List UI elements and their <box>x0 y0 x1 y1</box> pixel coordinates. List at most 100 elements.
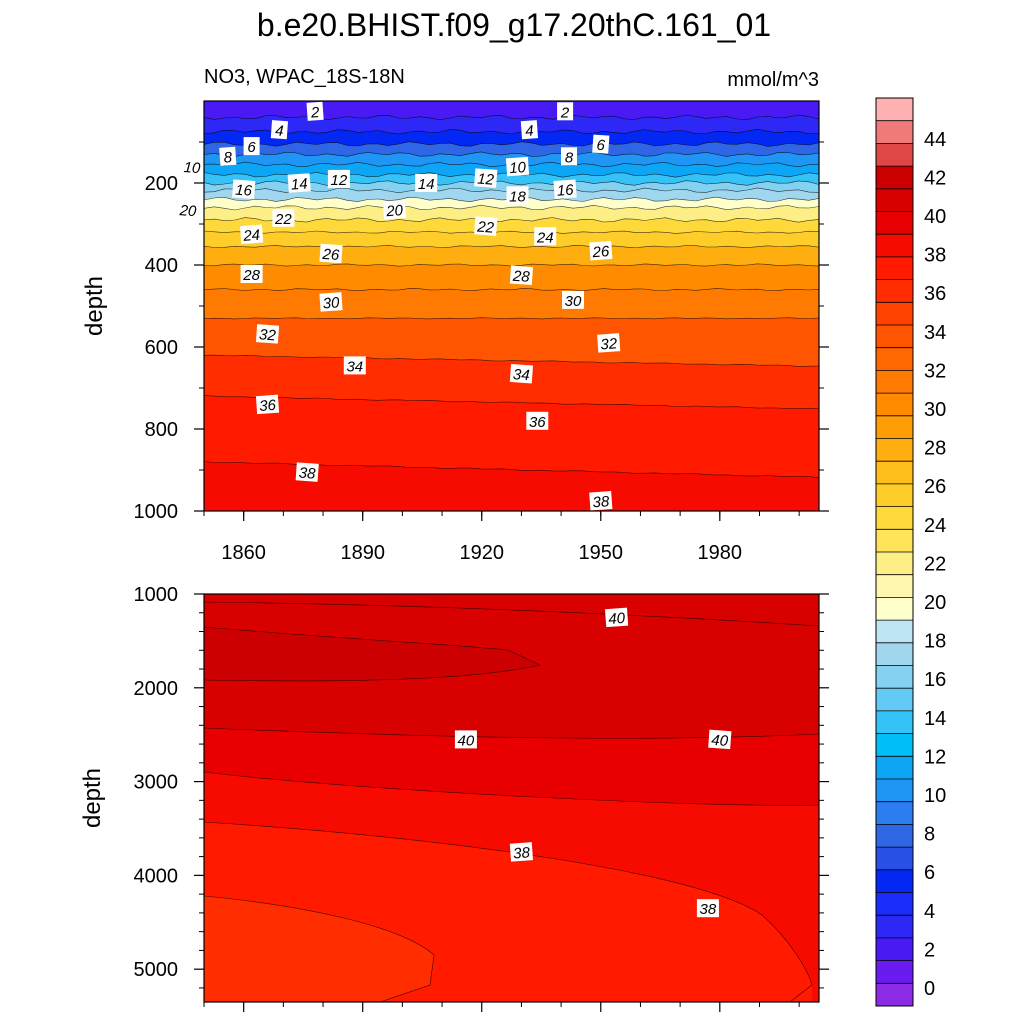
svg-text:18: 18 <box>509 188 526 205</box>
upper-fill-layer <box>204 101 819 511</box>
colorbar-label-28: 28 <box>924 438 946 460</box>
colorbar-swatch <box>876 710 913 734</box>
colorbar-swatch <box>876 983 913 1007</box>
colorbar-swatch <box>876 279 913 303</box>
colorbar-label-30: 30 <box>924 399 946 421</box>
upper-contour-label-20: 20 <box>382 199 407 220</box>
svg-text:40: 40 <box>711 732 729 750</box>
upper-contour-label-22: 22 <box>474 216 498 237</box>
upper-isoline-34 <box>204 354 819 367</box>
lower-isoline-a <box>204 601 819 627</box>
upper-isoline-22 <box>204 217 819 223</box>
colorbar-swatch <box>876 325 913 348</box>
colorbar-swatch <box>876 756 913 780</box>
upper-contour-label-34: 34 <box>343 356 366 375</box>
colorbar-swatch <box>876 393 913 417</box>
y-tick-label-800: 800 <box>145 419 178 441</box>
svg-text:30: 30 <box>322 294 340 312</box>
lower-isoline-e <box>204 821 813 1002</box>
colorbar-swatch <box>876 347 913 371</box>
colorbar-label-6: 6 <box>924 862 935 884</box>
colorbar-swatch <box>876 415 913 439</box>
y-tick-label-400: 400 <box>145 255 178 277</box>
lower-fill-layer <box>204 594 819 1002</box>
svg-text:22: 22 <box>476 218 495 236</box>
lower-isolines <box>204 601 819 1002</box>
svg-text:34: 34 <box>346 358 363 375</box>
upper-contour-label-26: 26 <box>589 240 613 261</box>
svg-text:30: 30 <box>565 293 582 310</box>
upper-contour-label-2: 2 <box>306 101 324 122</box>
upper-contour-label-8: 8 <box>219 146 237 167</box>
lower-y-axis: 1000 2000 3000 4000 5000 <box>134 584 829 989</box>
svg-text:38: 38 <box>700 901 717 918</box>
colorbar-swatch <box>876 529 913 553</box>
x-tick-label-1980: 1980 <box>698 542 743 564</box>
svg-text:10: 10 <box>509 159 527 177</box>
upper-contour-label-16: 16 <box>232 179 256 200</box>
colorbar-swatch <box>876 688 913 712</box>
svg-text:14: 14 <box>418 176 435 193</box>
upper-contour-label-28: 28 <box>240 265 263 284</box>
upper-contour-label-6: 6 <box>592 134 610 154</box>
colorbar-swatch <box>876 143 913 167</box>
lower-contour-label-40: 40 <box>708 729 732 750</box>
lower-panel: 40 40 40 38 38 1000 2000 3000 4000 5000 depth <box>79 584 829 1012</box>
svg-text:8: 8 <box>223 149 233 167</box>
svg-text:38: 38 <box>298 465 316 483</box>
colorbar-label-40: 40 <box>924 206 946 228</box>
colorbar-label-0: 0 <box>924 978 935 1000</box>
colorbar-swatch <box>876 120 913 144</box>
svg-text:38: 38 <box>592 493 610 511</box>
svg-text:16: 16 <box>556 182 574 200</box>
lower-plot-frame <box>203 593 820 1003</box>
svg-text:24: 24 <box>536 229 554 246</box>
colorbar-label-2: 2 <box>924 939 935 961</box>
upper-contour-label-2: 2 <box>557 102 574 121</box>
upper-contour-label-24: 24 <box>239 224 264 245</box>
colorbar-swatch <box>876 665 913 689</box>
upper-contour-label-10: 10 <box>505 156 530 177</box>
svg-text:28: 28 <box>511 268 530 286</box>
upper-contour-label-10: 10 <box>180 156 204 177</box>
subtitle-left: NO3, WPAC_18S-18N <box>204 66 405 88</box>
colorbar-swatch <box>876 779 913 802</box>
upper-contour-label-36: 36 <box>255 394 280 415</box>
svg-text:28: 28 <box>242 267 260 284</box>
upper-contour-label-22: 22 <box>272 208 295 228</box>
colorbar-label-10: 10 <box>924 785 946 807</box>
svg-text:4: 4 <box>525 122 535 140</box>
lower-isoline-f <box>204 895 435 1002</box>
lower-band-34-36 <box>204 896 434 1002</box>
lower-y-tick-label-1000: 1000 <box>134 584 179 606</box>
upper-contour-label-32: 32 <box>597 333 621 353</box>
colorbar-label-16: 16 <box>924 669 946 691</box>
lower-x-tick-marks <box>203 1002 800 1012</box>
upper-contour-label-30: 30 <box>319 292 343 312</box>
upper-contour-label-32: 32 <box>255 324 280 345</box>
svg-text:2: 2 <box>560 104 570 121</box>
svg-text:36: 36 <box>259 397 277 415</box>
upper-contour-label-4: 4 <box>270 120 289 140</box>
x-tick-label-1860: 1860 <box>221 542 266 564</box>
svg-text:40: 40 <box>458 732 475 749</box>
upper-contour-label-14: 14 <box>287 173 311 194</box>
svg-text:32: 32 <box>258 326 276 344</box>
lower-contour-label-40: 40 <box>604 607 629 628</box>
svg-text:12: 12 <box>331 172 348 189</box>
svg-text:26: 26 <box>591 243 610 261</box>
svg-text:16: 16 <box>235 182 253 200</box>
y-tick-label-600: 600 <box>145 337 178 359</box>
colorbar-swatch <box>876 869 913 893</box>
svg-text:20: 20 <box>385 202 404 220</box>
upper-contour-label-16: 16 <box>553 179 577 200</box>
upper-isoline-26 <box>204 245 819 249</box>
colorbar-label-44: 44 <box>924 129 946 151</box>
svg-text:36: 36 <box>529 414 546 431</box>
svg-text:10: 10 <box>183 159 201 177</box>
colorbar-label-12: 12 <box>924 746 946 768</box>
colorbar-label-38: 38 <box>924 245 946 267</box>
upper-isoline-36 <box>204 395 819 409</box>
